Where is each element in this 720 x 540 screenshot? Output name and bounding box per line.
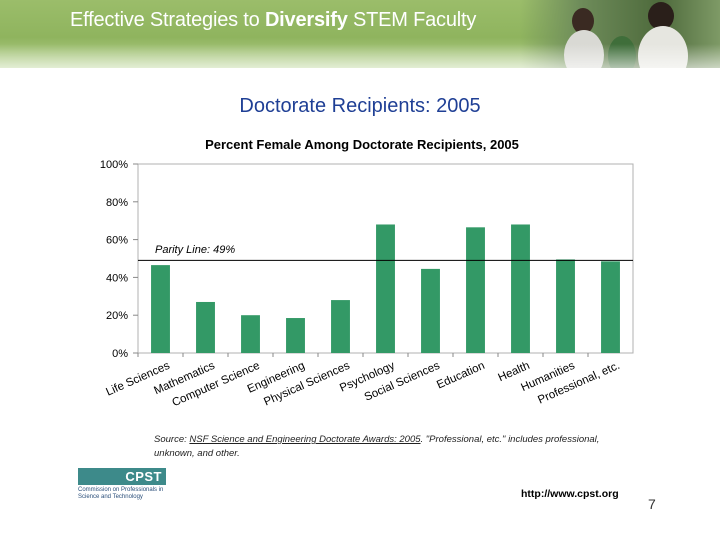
bar bbox=[196, 301, 215, 353]
y-tick-label: 40% bbox=[106, 272, 128, 284]
header-banner: Effective Strategies to Diversify STEM F… bbox=[0, 0, 720, 68]
logo-mark: CPST bbox=[78, 468, 166, 485]
cpst-logo: CPST Commission on Professionals in Scie… bbox=[78, 468, 166, 504]
y-tick-label: 100% bbox=[100, 159, 128, 171]
chart-title: Percent Female Among Doctorate Recipient… bbox=[205, 137, 519, 152]
banner-title: Effective Strategies to Diversify STEM F… bbox=[70, 9, 476, 32]
banner-title-regular: Effective Strategies to bbox=[70, 9, 265, 31]
y-tick-label: 80% bbox=[106, 197, 128, 209]
bar bbox=[556, 259, 575, 353]
source-suffix: . "Professional, etc." includes professi… bbox=[154, 434, 600, 459]
banner-title-end: STEM Faculty bbox=[347, 9, 477, 31]
banner-title-bold: Diversify bbox=[264, 9, 348, 31]
source-link[interactable]: NSF Science and Engineering Doctorate Aw… bbox=[189, 434, 421, 445]
bar bbox=[421, 268, 440, 353]
parity-line-label: Parity Line: 49% bbox=[155, 244, 235, 256]
bar bbox=[286, 318, 305, 353]
banner-fade bbox=[0, 44, 720, 84]
slide-title: Doctorate Recipients: 2005 bbox=[239, 95, 481, 117]
x-tick-label: Education bbox=[435, 360, 487, 392]
y-tick-label: 60% bbox=[106, 235, 128, 247]
x-tick-label: Professional, etc. bbox=[536, 360, 621, 407]
bar bbox=[331, 300, 350, 353]
y-tick-label: 0% bbox=[112, 348, 128, 360]
x-tick-label: Social Sciences bbox=[363, 360, 442, 404]
bar bbox=[466, 227, 485, 353]
bar bbox=[241, 315, 260, 353]
bar bbox=[601, 261, 620, 353]
bar bbox=[511, 224, 530, 353]
y-tick-label: 20% bbox=[106, 310, 128, 322]
logo-text: Commission on Professionals in Science a… bbox=[78, 487, 164, 500]
bar bbox=[151, 265, 170, 353]
page-number: 7 bbox=[648, 496, 656, 512]
website-url[interactable]: http://www.cpst.org bbox=[521, 488, 619, 500]
logo-mark-text: CPST bbox=[125, 469, 162, 484]
bar bbox=[376, 224, 395, 353]
bar-chart: Percent Female Among Doctorate Recipient… bbox=[100, 137, 634, 409]
source-prefix: Source: bbox=[154, 434, 190, 445]
source-note: Source: NSF Science and Engineering Doct… bbox=[154, 433, 604, 461]
